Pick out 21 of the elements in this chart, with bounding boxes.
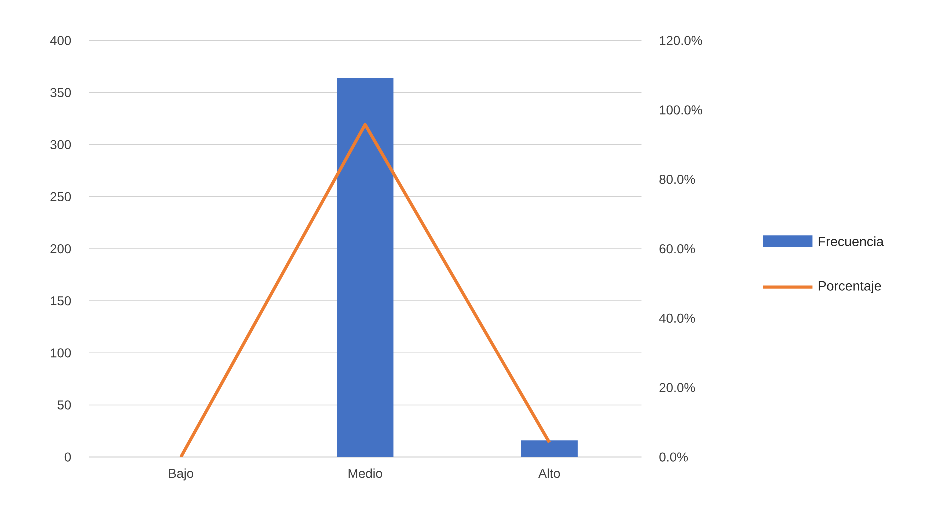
y-tick-label: 50 — [58, 400, 72, 410]
y-tick-label: 0 — [64, 452, 72, 462]
y2-tick-label: 20.0% — [660, 383, 696, 392]
y2-tick-label: 40.0% — [659, 314, 696, 324]
y-tick-label: 100 — [51, 348, 72, 358]
y2-tick-label: 60.0% — [660, 244, 696, 254]
y-tick-label: 300 — [50, 140, 72, 150]
legend-label: Porcentaje — [818, 281, 882, 294]
y2-tick-label: 120.0% — [660, 36, 702, 46]
y2-tick-label: 0.0% — [660, 452, 688, 462]
x-tick-label: Bajo — [169, 468, 194, 481]
y-tick-label: 250 — [50, 192, 72, 202]
x-tick-label: Medio — [348, 468, 382, 478]
y-tick-label: 350 — [50, 88, 72, 98]
legend-label: Frecuencia — [818, 236, 884, 246]
x-tick-label: Alto — [538, 468, 560, 478]
y2-tick-label: 80.0% — [660, 175, 696, 184]
y-tick-label: 400 — [50, 36, 72, 46]
y-tick-label: 150 — [51, 296, 72, 306]
y-tick-label: 200 — [50, 244, 72, 254]
y2-tick-label: 100.0% — [660, 106, 702, 115]
